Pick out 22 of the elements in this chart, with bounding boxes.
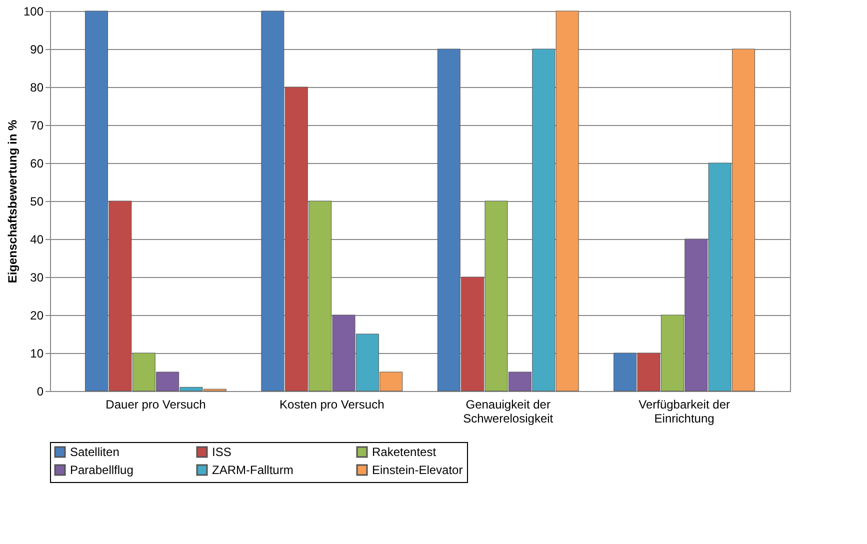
x-tick-label: Verfügbarkeit der Einrichtung [638,398,730,426]
x-tick-label: Kosten pro Versuch [280,398,384,412]
legend-label: ZARM-Fallturm [212,463,294,477]
y-axis-title: Eigenschaftsbewertung in % [5,119,20,284]
legend-label: Parabellflug [70,463,134,477]
y-tick-label: 10 [30,346,44,360]
y-tick-label: 80 [30,80,44,94]
legend-label: ISS [212,445,232,459]
x-tick-label: Genauigkeit der Schwerelosigkeit [463,398,554,426]
y-tick-label: 70 [30,118,44,132]
y-tick-label: 100 [23,4,44,18]
legend-label: Einstein-Elevator [372,463,463,477]
y-tick-label: 30 [30,270,44,284]
y-tick-label: 60 [30,156,44,170]
y-tick-label: 0 [36,384,44,398]
x-tick-label: Dauer pro Versuch [106,398,206,412]
legend-label: Raketentest [372,445,437,459]
legend-label: Satelliten [70,445,120,459]
y-tick-label: 20 [30,308,44,322]
y-tick-label: 40 [30,232,44,246]
y-tick-label: 50 [30,194,44,208]
y-tick-label: 90 [30,42,44,56]
